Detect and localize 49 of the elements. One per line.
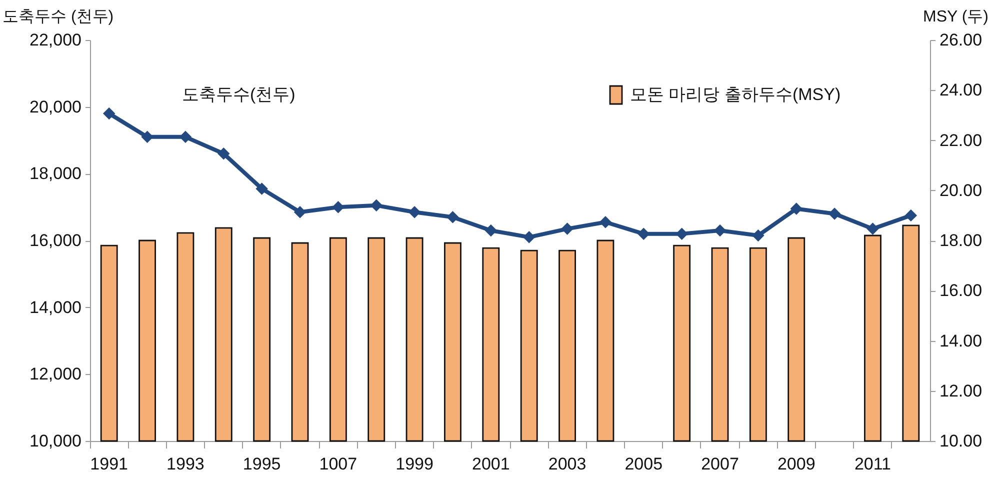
x-tick-label: 2003 <box>548 454 586 474</box>
y2-tick-label: 20.00 <box>940 180 982 200</box>
x-tick-label: 1995 <box>242 454 281 474</box>
y-tick-label: 14,000 <box>30 298 82 317</box>
legend-label: 모돈 마리당 출하두수(MSY) <box>630 85 841 104</box>
x-tick-label: 2001 <box>472 454 510 474</box>
y2-tick-label: 24.00 <box>940 80 982 100</box>
x-tick-label: 1991 <box>90 454 128 474</box>
x-tick-label: 2007 <box>701 454 739 474</box>
point <box>484 224 498 237</box>
y-tick-label: 16,000 <box>30 231 82 250</box>
point <box>790 202 802 215</box>
point <box>332 200 344 214</box>
point <box>828 208 841 220</box>
y2-tick-label: 22.00 <box>940 130 982 150</box>
y2-tick-label: 10.00 <box>940 432 982 450</box>
y-tick-label: 12,000 <box>30 364 82 384</box>
x-tick-label: 1999 <box>396 454 434 474</box>
y-tick-label: 18,000 <box>30 164 82 184</box>
point <box>866 222 879 235</box>
y2-tick-label: 26.00 <box>940 30 982 50</box>
point <box>294 206 306 218</box>
series-label: 도축두수(천두) <box>182 85 296 104</box>
point <box>599 216 612 228</box>
y-tick-label: 22,000 <box>30 30 82 50</box>
y2-axis-title: MSY (두) <box>923 8 988 26</box>
point <box>370 199 382 212</box>
point <box>522 231 536 244</box>
point <box>561 222 574 235</box>
y2-tick-label: 12.00 <box>940 381 982 400</box>
y-tick-label: 10,000 <box>30 432 82 450</box>
point <box>752 229 764 242</box>
x-tick-label: 1993 <box>166 454 204 474</box>
y2-tick-label: 14.00 <box>940 331 982 350</box>
y2-tick-label: 18.00 <box>940 231 982 250</box>
point <box>408 206 421 218</box>
y-axis-title: 도축두수 (천두) <box>2 8 114 26</box>
x-tick-label: 2005 <box>624 454 663 474</box>
x-tick-label: 2011 <box>854 454 892 474</box>
point <box>218 147 230 160</box>
x-tick-label: 2009 <box>777 454 816 474</box>
point <box>256 182 268 195</box>
x-tick-label: 1007 <box>319 454 358 474</box>
y-tick-label: 20,000 <box>30 97 82 116</box>
y2-tick-label: 16.00 <box>940 281 982 300</box>
point <box>904 209 918 222</box>
point <box>102 107 116 120</box>
point <box>446 210 459 224</box>
point <box>141 130 154 144</box>
